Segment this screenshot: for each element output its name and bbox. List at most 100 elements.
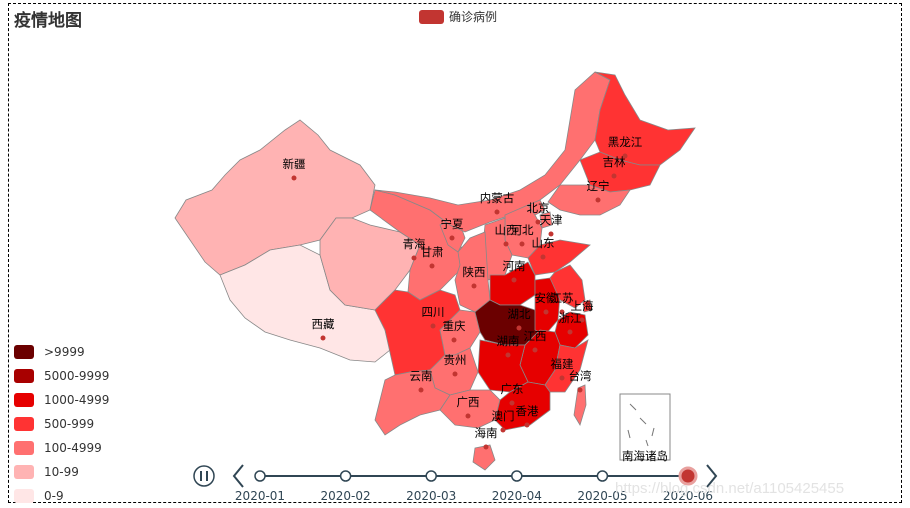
- region-marker[interactable]: [291, 175, 297, 181]
- region-marker[interactable]: [418, 387, 424, 393]
- region-shanghai: [582, 299, 593, 313]
- region-label: 重庆: [443, 319, 466, 333]
- timeline-label[interactable]: 2020-01: [235, 489, 285, 503]
- region-label: 黑龙江: [608, 135, 643, 149]
- region-label: 四川: [422, 305, 445, 319]
- region-label: 河南: [503, 259, 526, 273]
- region-marker[interactable]: [429, 263, 435, 269]
- region-marker[interactable]: [535, 219, 541, 225]
- timeline-point[interactable]: [339, 470, 352, 482]
- region-marker[interactable]: [611, 173, 617, 179]
- region-guangdong: [494, 381, 551, 431]
- region-liaoning: [547, 184, 631, 216]
- region-label: 山东: [532, 236, 555, 250]
- visual-map-swatch: [14, 393, 34, 407]
- region-label: 陕西: [463, 265, 486, 279]
- visual-map-label: 10-99: [44, 465, 79, 479]
- timeline-label[interactable]: 2020-04: [492, 489, 542, 503]
- region-label: 广西: [457, 395, 480, 409]
- region-marker[interactable]: [516, 325, 522, 331]
- region-label: 贵州: [444, 353, 467, 367]
- region-marker[interactable]: [483, 444, 489, 450]
- visual-map-item[interactable]: 5000-9999: [14, 364, 109, 388]
- region-label: 湖南: [497, 334, 520, 348]
- region-marker[interactable]: [524, 422, 530, 428]
- inset-dash: [651, 427, 655, 437]
- previous-icon[interactable]: [232, 464, 244, 488]
- inset-dash: [629, 403, 637, 411]
- region-hainan: [472, 444, 496, 471]
- timeline-label[interactable]: 2020-03: [406, 489, 456, 503]
- region-marker[interactable]: [532, 347, 538, 353]
- region-marker[interactable]: [519, 241, 525, 247]
- pause-button[interactable]: [193, 465, 215, 487]
- region-label: 内蒙古: [480, 191, 515, 205]
- region-label: 新疆: [283, 157, 306, 171]
- region-marker[interactable]: [559, 309, 565, 315]
- region-label: 甘肃: [421, 245, 444, 259]
- region-label: 上海: [571, 299, 594, 313]
- region-taiwan: [573, 384, 587, 426]
- region-marker[interactable]: [622, 153, 628, 159]
- region-marker[interactable]: [543, 309, 549, 315]
- region-jiangsu: [549, 264, 586, 309]
- region-marker[interactable]: [567, 329, 573, 335]
- timeline-point[interactable]: [511, 470, 523, 482]
- region-marker[interactable]: [548, 231, 554, 237]
- region-label: 西藏: [312, 317, 335, 331]
- region-label: 台湾: [569, 369, 592, 383]
- visual-map[interactable]: >9999 5000-9999 1000-4999 500-999 100-4999 10…: [14, 340, 109, 508]
- region-marker[interactable]: [577, 387, 583, 393]
- visual-map-label: 1000-4999: [44, 393, 110, 407]
- region-label: 云南: [410, 369, 433, 383]
- region-marker[interactable]: [540, 254, 546, 260]
- visual-map-swatch: [14, 489, 34, 503]
- region-marker[interactable]: [320, 335, 326, 341]
- region-marker[interactable]: [500, 427, 506, 433]
- region-marker[interactable]: [430, 323, 436, 329]
- series-legend[interactable]: 确诊病例: [419, 8, 497, 25]
- timeline-label[interactable]: 2020-05: [577, 489, 627, 503]
- region-marker[interactable]: [471, 283, 477, 289]
- region-label: 北京: [527, 201, 550, 215]
- region-marker[interactable]: [449, 235, 455, 241]
- region-marker[interactable]: [595, 197, 601, 203]
- region-label: 浙江: [559, 311, 582, 325]
- region-marker[interactable]: [411, 255, 417, 261]
- timeline-point[interactable]: [425, 470, 437, 482]
- region-label: 天津: [540, 213, 563, 227]
- visual-map-swatch: [14, 465, 34, 479]
- chart-title: 疫情地图: [14, 11, 82, 31]
- visual-map-swatch: [14, 345, 34, 359]
- legend-label: 确诊病例: [449, 10, 498, 24]
- visual-map-item[interactable]: >9999: [14, 340, 109, 364]
- region-marker[interactable]: [511, 277, 517, 283]
- region-marker[interactable]: [503, 241, 509, 247]
- region-marker[interactable]: [509, 400, 515, 406]
- region-marker[interactable]: [465, 413, 471, 419]
- region-marker[interactable]: [505, 352, 511, 358]
- visual-map-item[interactable]: 500-999: [14, 412, 109, 436]
- timeline-point[interactable]: [254, 470, 266, 482]
- visual-map-swatch: [14, 417, 34, 431]
- region-marker[interactable]: [579, 317, 585, 323]
- visual-map-swatch: [14, 369, 34, 383]
- region-marker[interactable]: [559, 375, 565, 381]
- timeline-current-point[interactable]: [678, 466, 698, 486]
- region-marker[interactable]: [494, 209, 500, 215]
- timeline-label[interactable]: 2020-02: [321, 489, 371, 503]
- visual-map-item[interactable]: 10-99: [14, 460, 109, 484]
- visual-map-label: 500-999: [44, 417, 95, 431]
- region-tianjin: [539, 211, 553, 229]
- region-marker[interactable]: [451, 337, 457, 343]
- inset-dash: [627, 429, 631, 439]
- visual-map-item[interactable]: 0-9: [14, 484, 109, 508]
- timeline-label[interactable]: 2020-06: [663, 489, 713, 503]
- visual-map-label: 5000-9999: [44, 369, 110, 383]
- region-marker[interactable]: [452, 371, 458, 377]
- next-icon[interactable]: [706, 464, 718, 488]
- visual-map-item[interactable]: 100-4999: [14, 436, 109, 460]
- visual-map-item[interactable]: 1000-4999: [14, 388, 109, 412]
- timeline-point[interactable]: [596, 470, 609, 482]
